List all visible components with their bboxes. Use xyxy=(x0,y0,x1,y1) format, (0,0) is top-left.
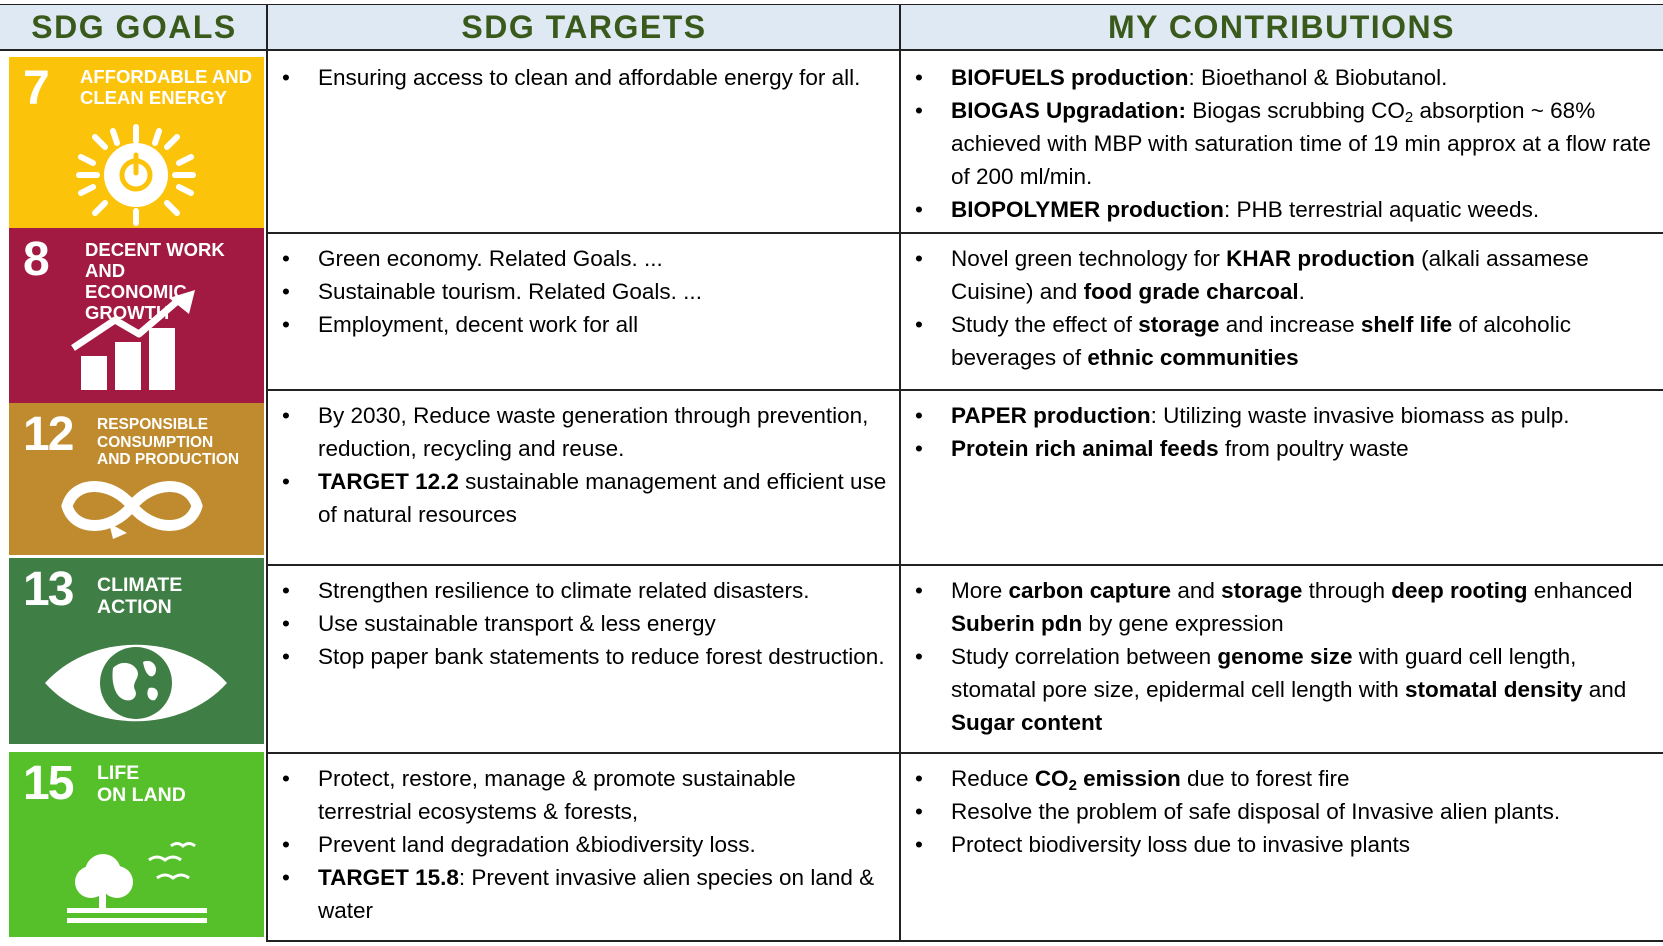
list-item: • Novel green technology for KHAR product… xyxy=(911,242,1663,308)
list-item: • BIOFUELS production: Bioethanol & Biobu… xyxy=(911,61,1663,94)
targets-list: • Ensuring access to clean and affordable… xyxy=(278,61,890,94)
list-item: • Prevent land degradation &biodiversity … xyxy=(278,828,890,861)
bullet-point: • xyxy=(915,403,923,428)
bullet-point: • xyxy=(282,403,290,428)
bullet-point: • xyxy=(282,865,290,890)
list-item: • Strengthen resilience to climate relate… xyxy=(278,574,890,607)
goal-number: 15 xyxy=(23,757,74,810)
sdg-targets-cell: • By 2030, Reduce waste generation throug… xyxy=(278,399,890,531)
goal-number: 13 xyxy=(23,563,74,616)
bullet-point: • xyxy=(915,644,923,669)
list-item: • PAPER production: Utilizing waste invas… xyxy=(911,399,1663,432)
goal-number: 12 xyxy=(23,408,74,461)
contributions-cell: • PAPER production: Utilizing waste invas… xyxy=(911,399,1663,465)
list-item: • BIOPOLYMER production: PHB terrestrial … xyxy=(911,193,1663,226)
row-divider xyxy=(266,389,1663,391)
list-item: • Ensuring access to clean and affordable… xyxy=(278,61,890,94)
goal-title: RESPONSIBLE CONSUMPTION AND PRODUCTION xyxy=(97,416,240,468)
targets-list: • Strengthen resilience to climate relate… xyxy=(278,574,890,673)
growth-chart-icon xyxy=(71,290,195,390)
contributions-cell: • BIOFUELS production: Bioethanol & Biobu… xyxy=(911,61,1663,226)
list-item: • TARGET 15.8: Prevent invasive alien spe… xyxy=(278,861,890,927)
bullet-point: • xyxy=(282,279,290,304)
header-sdg-targets: SDG TARGETS xyxy=(268,4,900,51)
row-divider xyxy=(266,752,1663,754)
list-item: • Protect biodiversity loss due to invasi… xyxy=(911,828,1663,861)
list-item: • Reduce CO2 emission due to forest fire xyxy=(911,762,1663,795)
row-divider xyxy=(266,940,1663,942)
bullet-point: • xyxy=(915,246,923,271)
contributions-list: • Reduce CO2 emission due to forest fire •… xyxy=(911,762,1663,861)
sdg-goal-7-tile: 7 AFFORDABLE AND CLEAN ENERGY xyxy=(9,57,264,228)
bullet-point: • xyxy=(282,766,290,791)
contributions-list: • PAPER production: Utilizing waste invas… xyxy=(911,399,1663,465)
list-item: • Study the effect of storage and increas… xyxy=(911,308,1663,374)
column-divider xyxy=(266,4,268,942)
bullet-point: • xyxy=(282,65,290,90)
bullet-point: • xyxy=(915,578,923,603)
targets-list: • By 2030, Reduce waste generation throug… xyxy=(278,399,890,531)
list-item: • Stop paper bank statements to reduce fo… xyxy=(278,640,890,673)
bullet-point: • xyxy=(915,799,923,824)
header-my-contributions: MY CONTRIBUTIONS xyxy=(900,4,1663,51)
list-item: • Employment, decent work for all xyxy=(278,308,890,341)
list-item: • Protein rich animal feeds from poultry … xyxy=(911,432,1663,465)
goal-title: LIFE ON LAND xyxy=(97,762,186,807)
contributions-list: • Novel green technology for KHAR product… xyxy=(911,242,1663,374)
contributions-cell: • Reduce CO2 emission due to forest fire •… xyxy=(911,762,1663,861)
bullet-point: • xyxy=(915,766,923,791)
list-item: • BIOGAS Upgradation: Biogas scrubbing CO… xyxy=(911,94,1663,193)
sdg-goal-13-tile: 13 CLIMATE ACTION xyxy=(9,558,264,744)
goal-number: 7 xyxy=(23,62,50,115)
list-item: • Green economy. Related Goals. ... xyxy=(278,242,890,275)
list-item: • Sustainable tourism. Related Goals. ... xyxy=(278,275,890,308)
list-item: • Protect, restore, manage & promote sust… xyxy=(278,762,890,828)
bullet-point: • xyxy=(282,312,290,337)
bullet-point: • xyxy=(915,436,923,461)
goal-title: DECENT WORK AND ECONOMIC GROWTH xyxy=(85,239,225,323)
earth-eye-icon xyxy=(45,644,227,722)
contributions-cell: • Novel green technology for KHAR product… xyxy=(911,242,1663,374)
sdg-targets-cell: • Ensuring access to clean and affordable… xyxy=(278,61,890,94)
bullet-point: • xyxy=(282,469,290,494)
sdg-targets-cell: • Strengthen resilience to climate relate… xyxy=(278,574,890,673)
infinity-loop-icon xyxy=(61,481,203,539)
goal-title: CLIMATE ACTION xyxy=(97,574,183,619)
list-item: • Use sustainable transport & less energy xyxy=(278,607,890,640)
list-item: • More carbon capture and storage through… xyxy=(911,574,1663,640)
bullet-point: • xyxy=(915,312,923,337)
bullet-point: • xyxy=(915,197,923,222)
bullet-point: • xyxy=(915,832,923,857)
targets-list: • Green economy. Related Goals. ... • Susta… xyxy=(278,242,890,341)
sdg-targets-cell: • Green economy. Related Goals. ... • Susta… xyxy=(278,242,890,341)
bullet-point: • xyxy=(915,65,923,90)
bullet-point: • xyxy=(282,644,290,669)
contributions-cell: • More carbon capture and storage through… xyxy=(911,574,1663,739)
bullet-point: • xyxy=(915,98,923,123)
sun-power-icon xyxy=(76,124,196,226)
sdg-targets-cell: • Protect, restore, manage & promote sust… xyxy=(278,762,890,927)
row-divider xyxy=(266,232,1663,234)
tree-birds-icon xyxy=(67,842,207,923)
targets-list: • Protect, restore, manage & promote sust… xyxy=(278,762,890,927)
sdg-goal-15-tile: 15 LIFE ON LAND xyxy=(9,752,264,937)
goal-number: 8 xyxy=(23,233,50,286)
bullet-point: • xyxy=(282,832,290,857)
list-item: • By 2030, Reduce waste generation throug… xyxy=(278,399,890,465)
sdg-goal-8-tile: 8 DECENT WORK AND ECONOMIC GROWTH xyxy=(9,228,264,403)
contributions-list: • More carbon capture and storage through… xyxy=(911,574,1663,739)
list-item: • TARGET 12.2 sustainable management and … xyxy=(278,465,890,531)
list-item: • Resolve the problem of safe disposal of… xyxy=(911,795,1663,828)
bullet-point: • xyxy=(282,611,290,636)
contributions-list: • BIOFUELS production: Bioethanol & Biobu… xyxy=(911,61,1663,226)
column-divider xyxy=(899,4,901,942)
bullet-point: • xyxy=(282,578,290,603)
header-sdg-goals: SDG GOALS xyxy=(0,4,268,51)
row-divider xyxy=(266,564,1663,566)
list-item: • Study correlation between genome size … xyxy=(911,640,1663,739)
sdg-goal-12-tile: 12 RESPONSIBLE CONSUMPTION AND PRODUCTION xyxy=(9,403,264,555)
goal-title: AFFORDABLE AND CLEAN ENERGY xyxy=(80,66,252,108)
bullet-point: • xyxy=(282,246,290,271)
